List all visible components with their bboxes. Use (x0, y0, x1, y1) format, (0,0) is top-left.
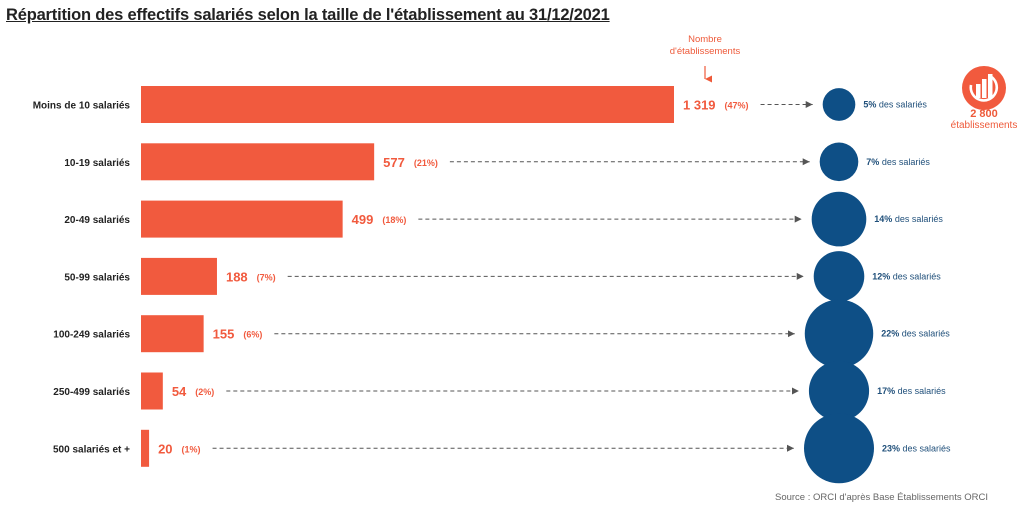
share-label: (21%) (414, 158, 438, 168)
value-label: 577 (383, 155, 405, 170)
share-label: (2%) (195, 387, 214, 397)
employee-share-bubble (804, 413, 874, 484)
total-establishments: 2 800 établissements (948, 64, 1020, 131)
bar (141, 257, 217, 295)
bar (141, 429, 150, 467)
employee-share-label: 5% des salariés (863, 100, 927, 110)
value-label: 1 319 (683, 98, 716, 113)
employee-share-bubble (813, 251, 865, 302)
share-label: (18%) (382, 215, 406, 225)
share-label: (1%) (182, 444, 201, 454)
category-label: 10-19 salariés (64, 158, 130, 169)
total-value: 2 800 (970, 108, 998, 120)
employee-share-bubble (808, 360, 870, 422)
total-label: établissements (950, 120, 1018, 131)
orci-logo-icon (962, 66, 1006, 110)
bar (141, 143, 375, 181)
value-label: 155 (213, 327, 235, 342)
category-label: 20-49 salariés (64, 215, 130, 226)
employee-share-label: 14% des salariés (874, 214, 943, 224)
value-label: 54 (172, 384, 187, 399)
bar (141, 86, 674, 123)
employee-share-bubble (811, 191, 867, 247)
share-label: (6%) (243, 330, 262, 340)
value-label: 20 (158, 441, 172, 456)
employee-share-label: 23% des salariés (882, 443, 951, 453)
value-label: 188 (226, 269, 248, 284)
callout-line-1: Nombre (688, 34, 722, 45)
category-label: Moins de 10 salariés (33, 101, 131, 112)
employee-share-bubble (804, 299, 874, 368)
source-note: Source : ORCI d'après Base Établissement… (774, 492, 988, 503)
establishments-callout: Nombre d'établissements (660, 34, 750, 58)
callout-line-2: d'établissements (669, 46, 741, 57)
bar (141, 200, 343, 238)
category-label: 500 salariés et + (53, 444, 130, 455)
employee-share-bubble (822, 88, 856, 121)
employee-share-label: 22% des salariés (881, 329, 950, 339)
chart-title: Répartition des effectifs salariés selon… (6, 6, 610, 24)
bar (141, 372, 163, 410)
category-label: 50-99 salariés (64, 272, 130, 283)
bar (141, 315, 204, 353)
employee-share-bubble (819, 142, 859, 182)
employee-share-label: 12% des salariés (872, 271, 941, 281)
category-label: 250-499 salariés (53, 387, 130, 398)
employee-share-label: 17% des salariés (877, 386, 946, 396)
value-label: 499 (352, 212, 374, 227)
category-label: 100-249 salariés (53, 330, 130, 341)
share-label: (7%) (257, 272, 276, 282)
share-label: (47%) (725, 101, 749, 111)
employee-share-label: 7% des salariés (866, 157, 930, 167)
